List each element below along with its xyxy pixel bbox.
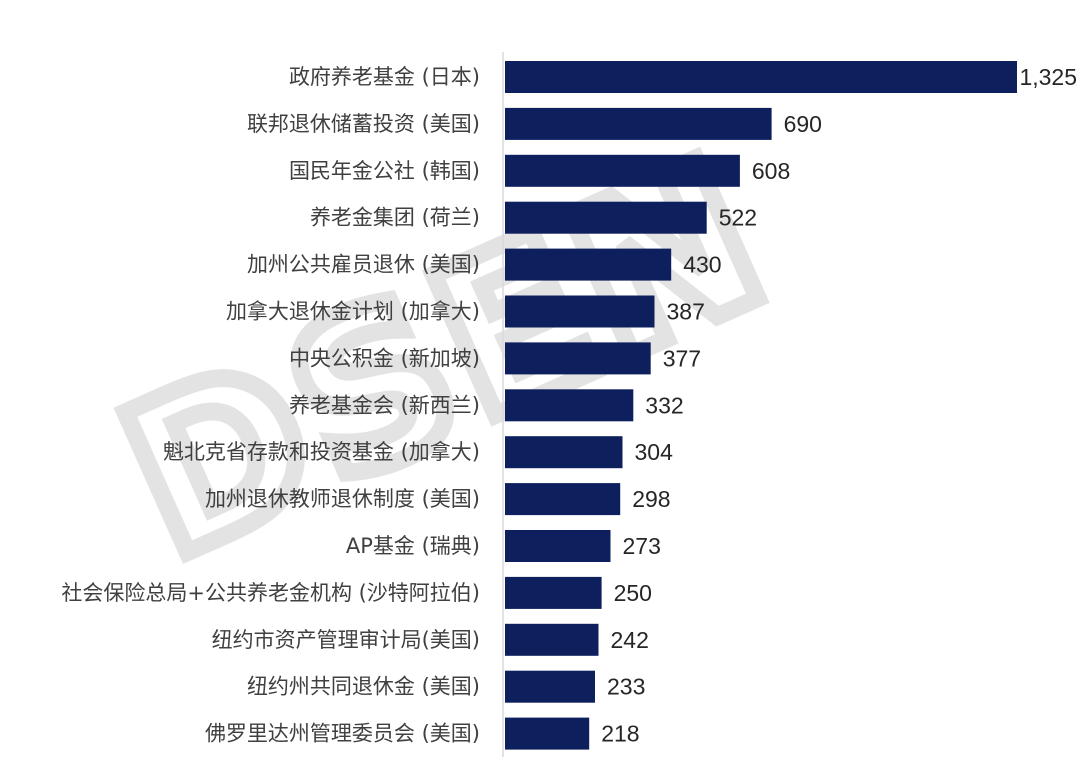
bar-8 xyxy=(505,389,634,422)
category-label: 加州公共雇员退休 (美国) xyxy=(247,253,480,277)
value-label: 1,325 xyxy=(1019,64,1077,90)
category-label: 养老金集团 (荷兰) xyxy=(310,206,480,230)
category-label: AP基金 (瑞典) xyxy=(346,534,480,558)
bar-5 xyxy=(505,248,672,281)
bar-13 xyxy=(505,623,599,656)
value-labels: 1,325 690 608 522 430 387 377 332 304 298 273 250 24… xyxy=(601,64,1077,747)
bar-14 xyxy=(505,670,595,703)
value-label: 273 xyxy=(623,533,661,559)
bar-10 xyxy=(505,483,621,516)
bar-12 xyxy=(505,576,602,609)
bar-6 xyxy=(505,295,655,328)
bar-3 xyxy=(505,154,740,187)
value-label: 304 xyxy=(635,439,674,465)
value-label: 522 xyxy=(719,205,757,231)
category-label: 佛罗里达州管理委员会 (美国) xyxy=(205,722,480,746)
value-label: 233 xyxy=(607,674,645,700)
value-label: 608 xyxy=(752,158,790,184)
bar-2 xyxy=(505,107,772,140)
category-label: 纽约市资产管理审计局(美国) xyxy=(212,628,480,652)
bar-7 xyxy=(505,342,651,375)
bar-1 xyxy=(505,61,1017,93)
category-label: 国民年金公社 (韩国) xyxy=(289,159,480,183)
value-label: 332 xyxy=(645,392,683,418)
value-label: 387 xyxy=(667,299,705,325)
category-label: 加拿大退休金计划 (加拿大) xyxy=(226,300,480,324)
value-label: 298 xyxy=(632,486,670,512)
category-label: 政府养老基金 (日本) xyxy=(289,65,480,89)
bar-9 xyxy=(505,436,623,469)
category-label: 魁北克省存款和投资基金 (加拿大) xyxy=(163,440,480,464)
value-label: 690 xyxy=(784,111,822,137)
bars-group xyxy=(505,61,1017,750)
category-label: 中央公积金 (新加坡) xyxy=(289,346,480,370)
category-label: 联邦退休储蓄投资 (美国) xyxy=(247,112,480,136)
category-label: 加州退休教师退休制度 (美国) xyxy=(205,487,480,511)
bar-4 xyxy=(505,201,707,234)
value-label: 218 xyxy=(601,721,639,747)
value-label: 242 xyxy=(611,627,649,653)
bar-15 xyxy=(505,717,590,750)
bar-11 xyxy=(505,530,611,562)
category-labels: 政府养老基金 (日本) 联邦退休储蓄投资 (美国) 国民年金公社 (韩国) 养老金集团… xyxy=(61,65,480,746)
category-label: 养老基金会 (新西兰) xyxy=(289,393,480,417)
value-label: 250 xyxy=(614,580,652,606)
category-label: 纽约州共同退休金 (美国) xyxy=(247,675,480,699)
value-label: 430 xyxy=(683,252,721,278)
value-label: 377 xyxy=(663,345,701,371)
category-label: 社会保险总局+公共养老金机构 (沙特阿拉伯) xyxy=(61,581,480,605)
